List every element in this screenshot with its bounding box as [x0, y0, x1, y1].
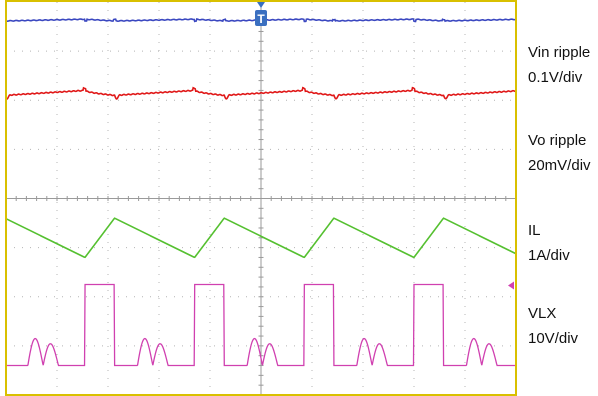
vin-scale: 0.1V/div	[528, 69, 583, 86]
trace-vlx	[6, 283, 516, 367]
channel-label-vo: Vo ripple 20mV/div	[528, 128, 591, 178]
trace-il	[5, 217, 517, 259]
trigger-position-icon	[255, 10, 267, 26]
screen-frame	[5, 0, 517, 396]
trigger-arrow-icon	[257, 2, 265, 8]
channel-label-il: IL 1A/div	[528, 218, 570, 268]
trigger-label: T	[257, 12, 265, 26]
vo-scale: 20mV/div	[528, 157, 591, 174]
channel-label-vlx: VLX 10V/div	[528, 301, 578, 351]
graticule	[5, 1, 517, 396]
trigger-level-icon	[508, 281, 514, 290]
il-name: IL	[528, 222, 541, 239]
vin-name: Vin ripple	[528, 44, 591, 61]
vlx-name: VLX	[528, 305, 557, 322]
trace-vo-ripple	[5, 86, 517, 100]
markers: T	[255, 2, 514, 290]
channel-label-vin: Vin ripple 0.1V/div	[528, 40, 590, 90]
il-scale: 1A/div	[528, 247, 570, 264]
vlx-scale: 10V/div	[528, 330, 579, 347]
vo-name: Vo ripple	[528, 132, 587, 149]
